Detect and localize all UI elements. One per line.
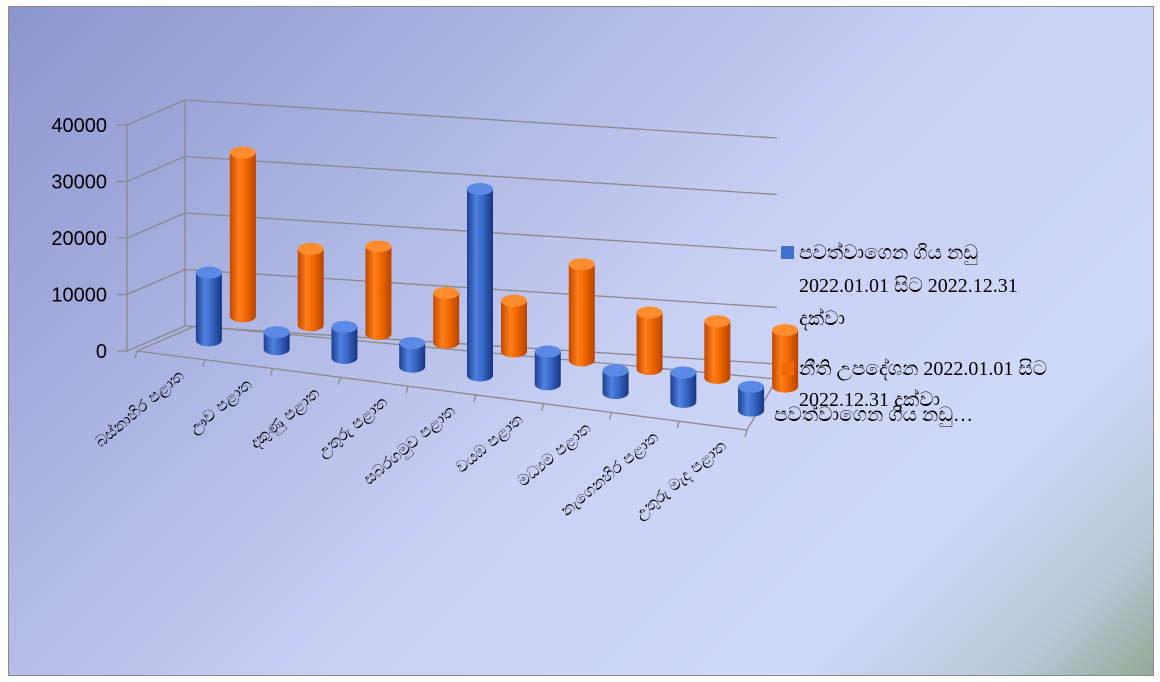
category-tick	[202, 359, 206, 367]
category-tick	[744, 429, 748, 438]
bar-series-1-8-body	[670, 372, 697, 408]
bars	[195, 146, 799, 417]
bar-series-2-5	[501, 294, 527, 358]
bar-series-2-6	[568, 258, 595, 367]
legend: පවත්වාගෙන ගිය නඩු 2022.01.01 සිට 2022.12…	[781, 241, 1047, 411]
bar-series-2-6-top	[568, 258, 595, 271]
y-axis-ticks: 0 10000 20000 30000 40000	[51, 115, 127, 363]
bar-series-2-2-top	[297, 242, 324, 255]
bar-series-1-8	[670, 366, 697, 408]
category-tick	[608, 412, 613, 420]
bar-series-2-8-top	[704, 315, 731, 328]
bar-series-2-7-top	[636, 306, 663, 319]
bar-series-1-4	[399, 336, 426, 373]
category-label: බස්නාහිර පළාත	[91, 366, 188, 452]
y-tick-label: 10000	[51, 285, 107, 307]
side-wall-gridline	[126, 268, 186, 296]
legend-label-series-1-line-3: දක්වා	[799, 307, 845, 330]
bar-series-1-7	[602, 364, 629, 400]
category-tick	[541, 403, 545, 411]
legend-label-series-2-line-2: 2022.12.31 දක්වා	[799, 388, 940, 411]
bar-series-1-9-body	[738, 386, 765, 417]
category-label: ඌව පළාත	[185, 375, 256, 439]
bar-series-2-3	[365, 240, 392, 340]
bar-series-2-4	[433, 287, 460, 349]
y-tick-label: 20000	[51, 228, 107, 250]
bar-series-2-9	[772, 324, 799, 393]
bar-series-2-8-body	[704, 321, 731, 384]
back-wall-gridline	[184, 155, 778, 196]
side-wall-gridline	[126, 212, 186, 239]
back-wall-gridline	[184, 99, 778, 139]
bar-series-1-3-top	[331, 320, 358, 333]
side-wall-gridline	[126, 99, 186, 126]
bar-series-2-4-body	[433, 293, 460, 349]
bar-series-1-5	[467, 183, 493, 382]
bar-series-2-1-body	[229, 152, 256, 323]
bar-series-2-2	[297, 242, 324, 332]
category-tick	[134, 350, 138, 359]
bar-series-2-9-body	[772, 330, 799, 393]
y-tick-label: 0	[96, 341, 107, 363]
bar-series-1-3-body	[331, 326, 358, 364]
bar-series-2-9-top	[772, 324, 799, 337]
chart-svg: 0 10000 20000 30000 40000 බස්නාහිර පළාතඌව පළ…	[51, 99, 1047, 524]
legend-label-series-1-line-2: 2022.01.01 සිට 2022.12.31	[799, 275, 1018, 297]
legend-swatch-series-1	[781, 246, 794, 259]
bar-series-1-5-body	[467, 189, 493, 382]
legend-label-series-1-line-1: පවත්වාගෙන ගිය නඩු	[799, 241, 978, 266]
bar-series-2-4-top	[433, 287, 460, 300]
bar-series-1-6	[534, 345, 561, 391]
y-tick-label: 40000	[51, 115, 107, 137]
bar-series-2-3-top	[365, 240, 392, 253]
bar-series-1-1-top	[195, 266, 222, 279]
category-tick	[269, 368, 274, 376]
bar-series-1-6-body	[534, 351, 561, 391]
category-label: වයඹ පළාත	[452, 410, 527, 478]
bar-series-2-7	[636, 306, 663, 376]
bar-series-1-7-top	[602, 364, 629, 377]
side-wall-gridline	[126, 155, 186, 183]
category-labels: බස්නාහිර පළාතඌව පළාතදකුණු පළාතඋතුරු පළාත…	[91, 366, 730, 524]
bar-series-2-1	[229, 146, 256, 323]
category-label: උතුරු පළාත	[313, 392, 391, 462]
bar-series-2-1-top	[229, 146, 256, 159]
bar-series-1-6-top	[534, 345, 561, 358]
bar-series-1-3	[331, 320, 358, 364]
bar-series-2-5-body	[501, 300, 527, 358]
bar-series-1-2	[263, 326, 290, 356]
bar-series-1-9	[738, 380, 765, 417]
category-label: දකුණු පළාත	[246, 383, 324, 453]
bar-series-2-6-body	[568, 264, 595, 367]
bar-series-2-8	[704, 315, 731, 384]
bar-series-2-3-body	[365, 246, 392, 340]
bar-series-1-7-body	[602, 370, 629, 400]
legend-label-series-2-line-1: නීති උපදේශන 2022.01.01 සිට	[799, 357, 1047, 381]
y-tick-label: 30000	[51, 172, 107, 194]
category-tick	[337, 377, 341, 385]
bar-series-1-5-top	[467, 183, 493, 196]
bar-series-2-5-top	[501, 294, 527, 307]
category-tick	[473, 394, 477, 403]
bar-series-1-2-top	[263, 326, 290, 339]
side-wall-gridline	[126, 325, 186, 352]
bar-series-2-2-body	[297, 248, 324, 332]
bar-series-1-8-top	[670, 366, 697, 379]
bar-series-1-2-body	[263, 332, 290, 356]
depth-axis-label: පවත්වාගෙන ගිය නඩු…	[774, 403, 973, 428]
chart-frame: 0 10000 20000 30000 40000 බස්නාහිර පළාත ඌව පළ…	[8, 6, 1154, 676]
bar-series-1-4-top	[399, 336, 426, 349]
category-tick	[676, 421, 680, 429]
bar-series-1-4-body	[399, 342, 426, 373]
bar-series-1-9-top	[738, 380, 765, 393]
category-tick	[405, 385, 409, 394]
bar-series-1-1-body	[195, 272, 222, 347]
legend-swatch-series-2	[781, 362, 794, 375]
bar-series-2-7-body	[636, 312, 663, 376]
bar-series-1-1	[195, 266, 222, 347]
category-label: මධ්‍යම පළාත	[514, 419, 595, 492]
